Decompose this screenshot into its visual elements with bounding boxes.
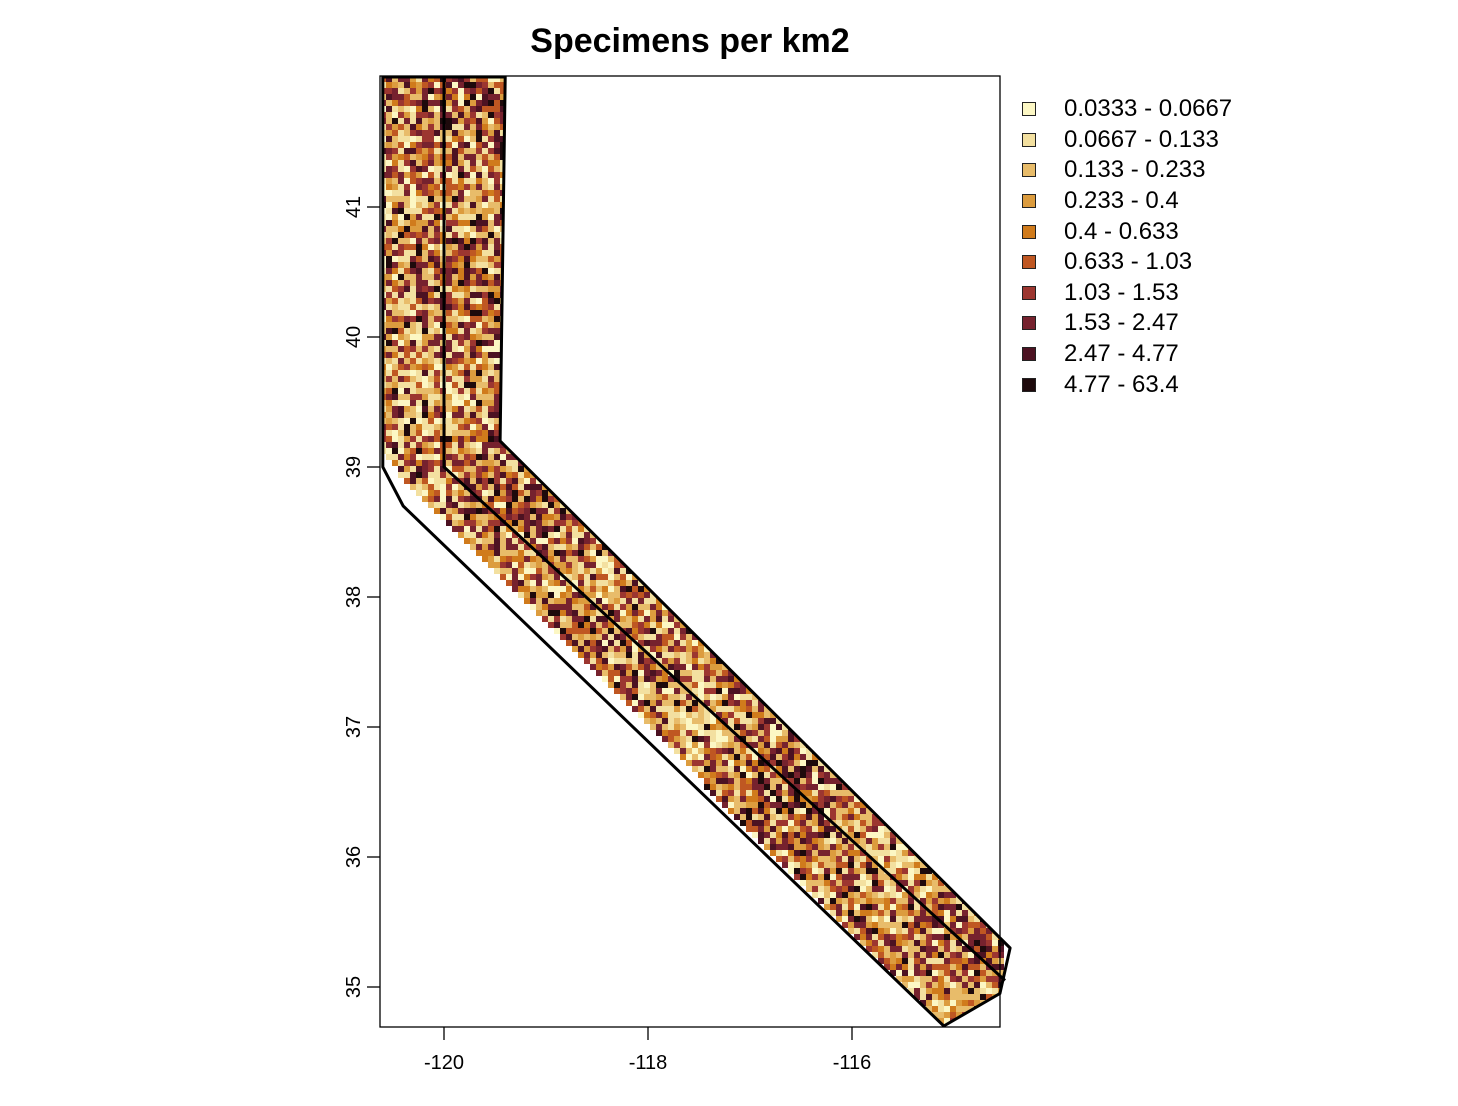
y-tick-label: 39 — [343, 456, 365, 478]
y-tick-label: 40 — [343, 326, 365, 348]
x-tick-label: -120 — [424, 1052, 464, 1074]
x-tick-label: -118 — [629, 1052, 668, 1074]
y-tick-label: 41 — [343, 196, 365, 218]
legend-label: 0.4 - 0.633 — [1064, 217, 1179, 245]
legend-item: 0.233 - 0.4 — [1022, 186, 1232, 217]
legend-label: 0.0667 - 0.133 — [1064, 125, 1219, 153]
legend-swatch — [1022, 224, 1036, 239]
legend-item: 1.53 - 2.47 — [1022, 308, 1232, 339]
legend-swatch — [1022, 285, 1036, 300]
density-raster — [382, 77, 1004, 1026]
legend-label: 1.03 - 1.53 — [1064, 278, 1179, 306]
legend-swatch — [1022, 163, 1036, 178]
legend-swatch — [1022, 132, 1036, 147]
y-tick-label: 37 — [343, 716, 365, 738]
legend-label: 2.47 - 4.77 — [1064, 340, 1179, 368]
legend-swatch — [1022, 377, 1036, 392]
inner-boundary-0 — [442, 77, 1007, 982]
legend-label: 0.633 - 1.03 — [1064, 248, 1193, 276]
legend-item: 0.4 - 0.633 — [1022, 216, 1232, 247]
legend-swatch — [1022, 194, 1036, 209]
legend-swatch — [1022, 316, 1036, 331]
legend-item: 0.0333 - 0.0667 — [1022, 94, 1232, 125]
legend-label: 4.77 - 63.4 — [1064, 370, 1179, 398]
legend: 0.0333 - 0.0667 0.0667 - 0.133 0.133 - 0.2… — [1022, 94, 1232, 400]
legend-label: 1.53 - 2.47 — [1064, 309, 1179, 337]
plot-title: Specimens per km2 — [530, 22, 850, 60]
legend-item: 1.03 - 1.53 — [1022, 278, 1232, 309]
plot-frame — [379, 75, 1001, 1028]
y-tick-label: 35 — [343, 976, 365, 998]
legend-item: 0.133 - 0.233 — [1022, 155, 1232, 186]
legend-item: 0.0667 - 0.133 — [1022, 125, 1232, 156]
x-axis: -120 -118 -116 — [424, 1027, 871, 1074]
y-tick-label: 36 — [343, 846, 365, 868]
legend-label: 0.0333 - 0.0667 — [1064, 95, 1233, 123]
y-tick-label: 38 — [343, 586, 365, 608]
y-axis: 35 36 37 38 39 40 41 — [343, 196, 380, 998]
legend-swatch — [1022, 102, 1036, 117]
legend-label: 0.233 - 0.4 — [1064, 187, 1179, 215]
legend-item: 0.633 - 1.03 — [1022, 247, 1232, 278]
x-tick-label: -116 — [833, 1052, 872, 1074]
legend-swatch — [1022, 255, 1036, 270]
legend-item: 2.47 - 4.77 — [1022, 339, 1232, 370]
legend-swatch — [1022, 347, 1036, 362]
legend-item: 4.77 - 63.4 — [1022, 369, 1232, 400]
legend-label: 0.133 - 0.233 — [1064, 156, 1206, 184]
